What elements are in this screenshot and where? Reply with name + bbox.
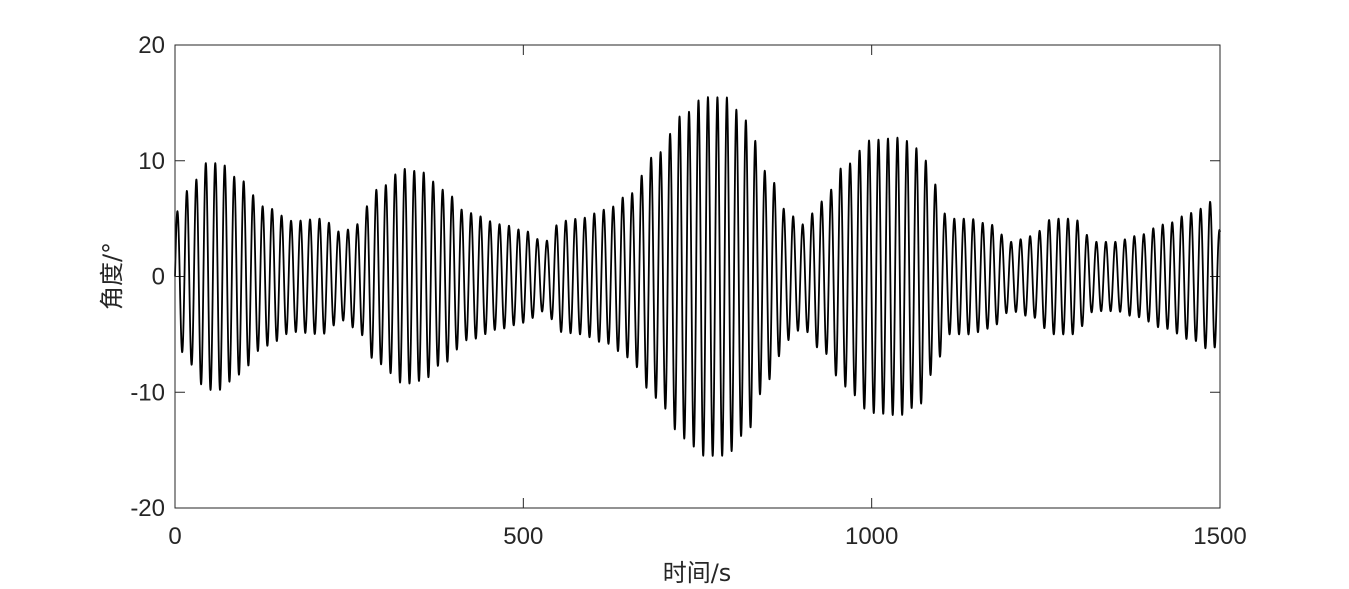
x-tick-label: 500: [503, 523, 543, 550]
y-tick-label: 10: [138, 148, 165, 175]
x-axis-label: 时间/s: [663, 559, 732, 587]
tick-labels: 0 500 1000 1500 -20 -10 0 10 20: [130, 32, 1246, 550]
x-tick-label: 1000: [845, 523, 898, 550]
y-axis-label: 角度/°: [98, 242, 126, 310]
y-tick-label: -20: [130, 495, 165, 522]
y-tick-label: -10: [130, 379, 165, 406]
y-tick-label: 0: [152, 264, 165, 291]
series-line: [174, 96, 1221, 457]
y-tick-label: 20: [138, 32, 165, 59]
x-tick-label: 1500: [1193, 523, 1246, 550]
plot-frame: [174, 44, 1221, 509]
x-tick-label: 0: [168, 523, 181, 550]
